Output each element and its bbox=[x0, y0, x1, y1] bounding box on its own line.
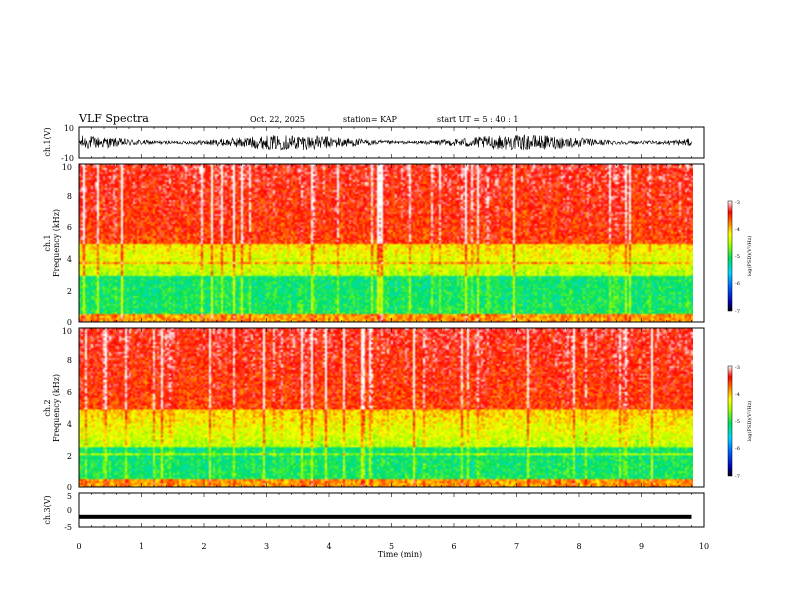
ch3-ylabel: ch.3(V) bbox=[43, 495, 52, 524]
start-time-label: start UT = 5 : 40 : 1 bbox=[437, 115, 518, 124]
ch3-ytick-top: 5 bbox=[67, 492, 72, 501]
time-tick: 7 bbox=[514, 542, 519, 551]
ch1-waveform-panel: 10 -10 ch.1(V) bbox=[43, 124, 705, 163]
ch3-waveform-panel: 5 0 -5 ch.3(V) bbox=[43, 492, 705, 532]
ch2-cb-tick: -6 bbox=[735, 446, 740, 452]
time-tick: 2 bbox=[201, 542, 206, 551]
ch2-spectrogram-yticks: 0 2 4 6 8 10 bbox=[62, 327, 72, 492]
ch2-colorbar-label: log(PSD)(V²/Hz) bbox=[746, 401, 753, 442]
ch1-freq-tick: 0 bbox=[67, 318, 72, 327]
ch1-freq-tick: 4 bbox=[67, 255, 72, 264]
ch1-freq-tick: 2 bbox=[67, 287, 72, 296]
ch1-ylabel-frequency: Frequency (kHz) bbox=[52, 209, 61, 277]
time-tick: 6 bbox=[451, 542, 456, 551]
ch2-spectrogram-panel: 0 2 4 6 8 10 ch.2 Frequency (kHz) bbox=[43, 327, 705, 492]
time-tick: 1 bbox=[139, 542, 144, 551]
ch3-waveform-trace bbox=[79, 514, 692, 519]
ch2-cb-tick: -4 bbox=[735, 392, 740, 398]
time-tick: 9 bbox=[639, 542, 644, 551]
ch2-freq-tick: 4 bbox=[67, 420, 72, 429]
ch1-spectrogram-image bbox=[79, 164, 693, 322]
ch1-freq-tick: 6 bbox=[67, 223, 72, 232]
ch3-ytick-bottom: -5 bbox=[64, 523, 72, 532]
ch1-cb-tick: -3 bbox=[735, 200, 740, 206]
ch2-colorbar-ramp bbox=[727, 365, 733, 477]
ch2-cb-tick: -5 bbox=[735, 419, 740, 425]
ch2-freq-tick: 2 bbox=[67, 452, 72, 461]
panel-tick-marks bbox=[78, 127, 705, 527]
time-tick: 5 bbox=[389, 542, 394, 551]
figure-header: VLF Spectra Oct. 22, 2025 station= KAP s… bbox=[78, 112, 518, 125]
ch2-freq-tick: 0 bbox=[67, 483, 72, 492]
ch1-freq-tick: 8 bbox=[67, 192, 72, 201]
ch2-cb-tick: -3 bbox=[735, 365, 740, 371]
ch1-waveform-trace bbox=[78, 134, 692, 151]
ch2-colorbar: -3 -4 -5 -6 -7 log(PSD)(V²/Hz) bbox=[727, 365, 753, 480]
time-axis: 0 1 2 3 4 5 6 7 8 9 10 Time (min) bbox=[76, 542, 709, 559]
ch2-freq-tick: 10 bbox=[62, 327, 72, 336]
ch1-cb-tick: -5 bbox=[735, 254, 740, 260]
ch3-waveform-frame bbox=[78, 492, 705, 528]
ch1-cb-tick: -6 bbox=[735, 281, 740, 287]
ch1-colorbar: -3 -4 -5 -6 -7 log(PSD)(V²/Hz) bbox=[727, 200, 753, 315]
ch1-freq-tick: 10 bbox=[62, 163, 72, 172]
station-label: station= KAP bbox=[343, 115, 398, 124]
figure-title: VLF Spectra bbox=[78, 112, 149, 125]
time-tick: 10 bbox=[699, 542, 709, 551]
date-label: Oct. 22, 2025 bbox=[250, 115, 305, 124]
ch1-colorbar-label: log(PSD)(V²/Hz) bbox=[746, 236, 753, 277]
ch2-spectrogram-image bbox=[79, 328, 693, 487]
ch2-cb-tick: -7 bbox=[735, 474, 740, 480]
ch2-freq-tick: 6 bbox=[67, 388, 72, 397]
ch2-ylabel-frequency: Frequency (kHz) bbox=[52, 374, 61, 442]
time-tick: 4 bbox=[326, 542, 331, 551]
ch1-ytick-top: 10 bbox=[64, 124, 74, 133]
time-tick: 3 bbox=[264, 542, 269, 551]
ch1-cb-tick: -7 bbox=[735, 309, 740, 315]
ch2-freq-tick: 8 bbox=[67, 356, 72, 365]
ch1-ylabel-channel: ch.1 bbox=[43, 234, 52, 251]
ch1-cb-tick: -4 bbox=[735, 227, 740, 233]
ch1-colorbar-ramp bbox=[727, 200, 733, 312]
ch2-ylabel-channel: ch.2 bbox=[43, 399, 52, 416]
ch1-spectrogram-panel: 0 2 4 6 8 10 ch.1 Frequency (kHz) bbox=[43, 163, 705, 327]
ch1-ylabel: ch.1(V) bbox=[43, 127, 52, 156]
time-axis-label: Time (min) bbox=[378, 550, 422, 559]
time-tick: 0 bbox=[76, 542, 81, 551]
ch1-spectrogram-yticks: 0 2 4 6 8 10 bbox=[62, 163, 72, 327]
time-tick: 8 bbox=[576, 542, 581, 551]
ch1-ytick-bottom: -10 bbox=[61, 154, 74, 163]
ch3-ytick-mid: 0 bbox=[67, 506, 72, 515]
